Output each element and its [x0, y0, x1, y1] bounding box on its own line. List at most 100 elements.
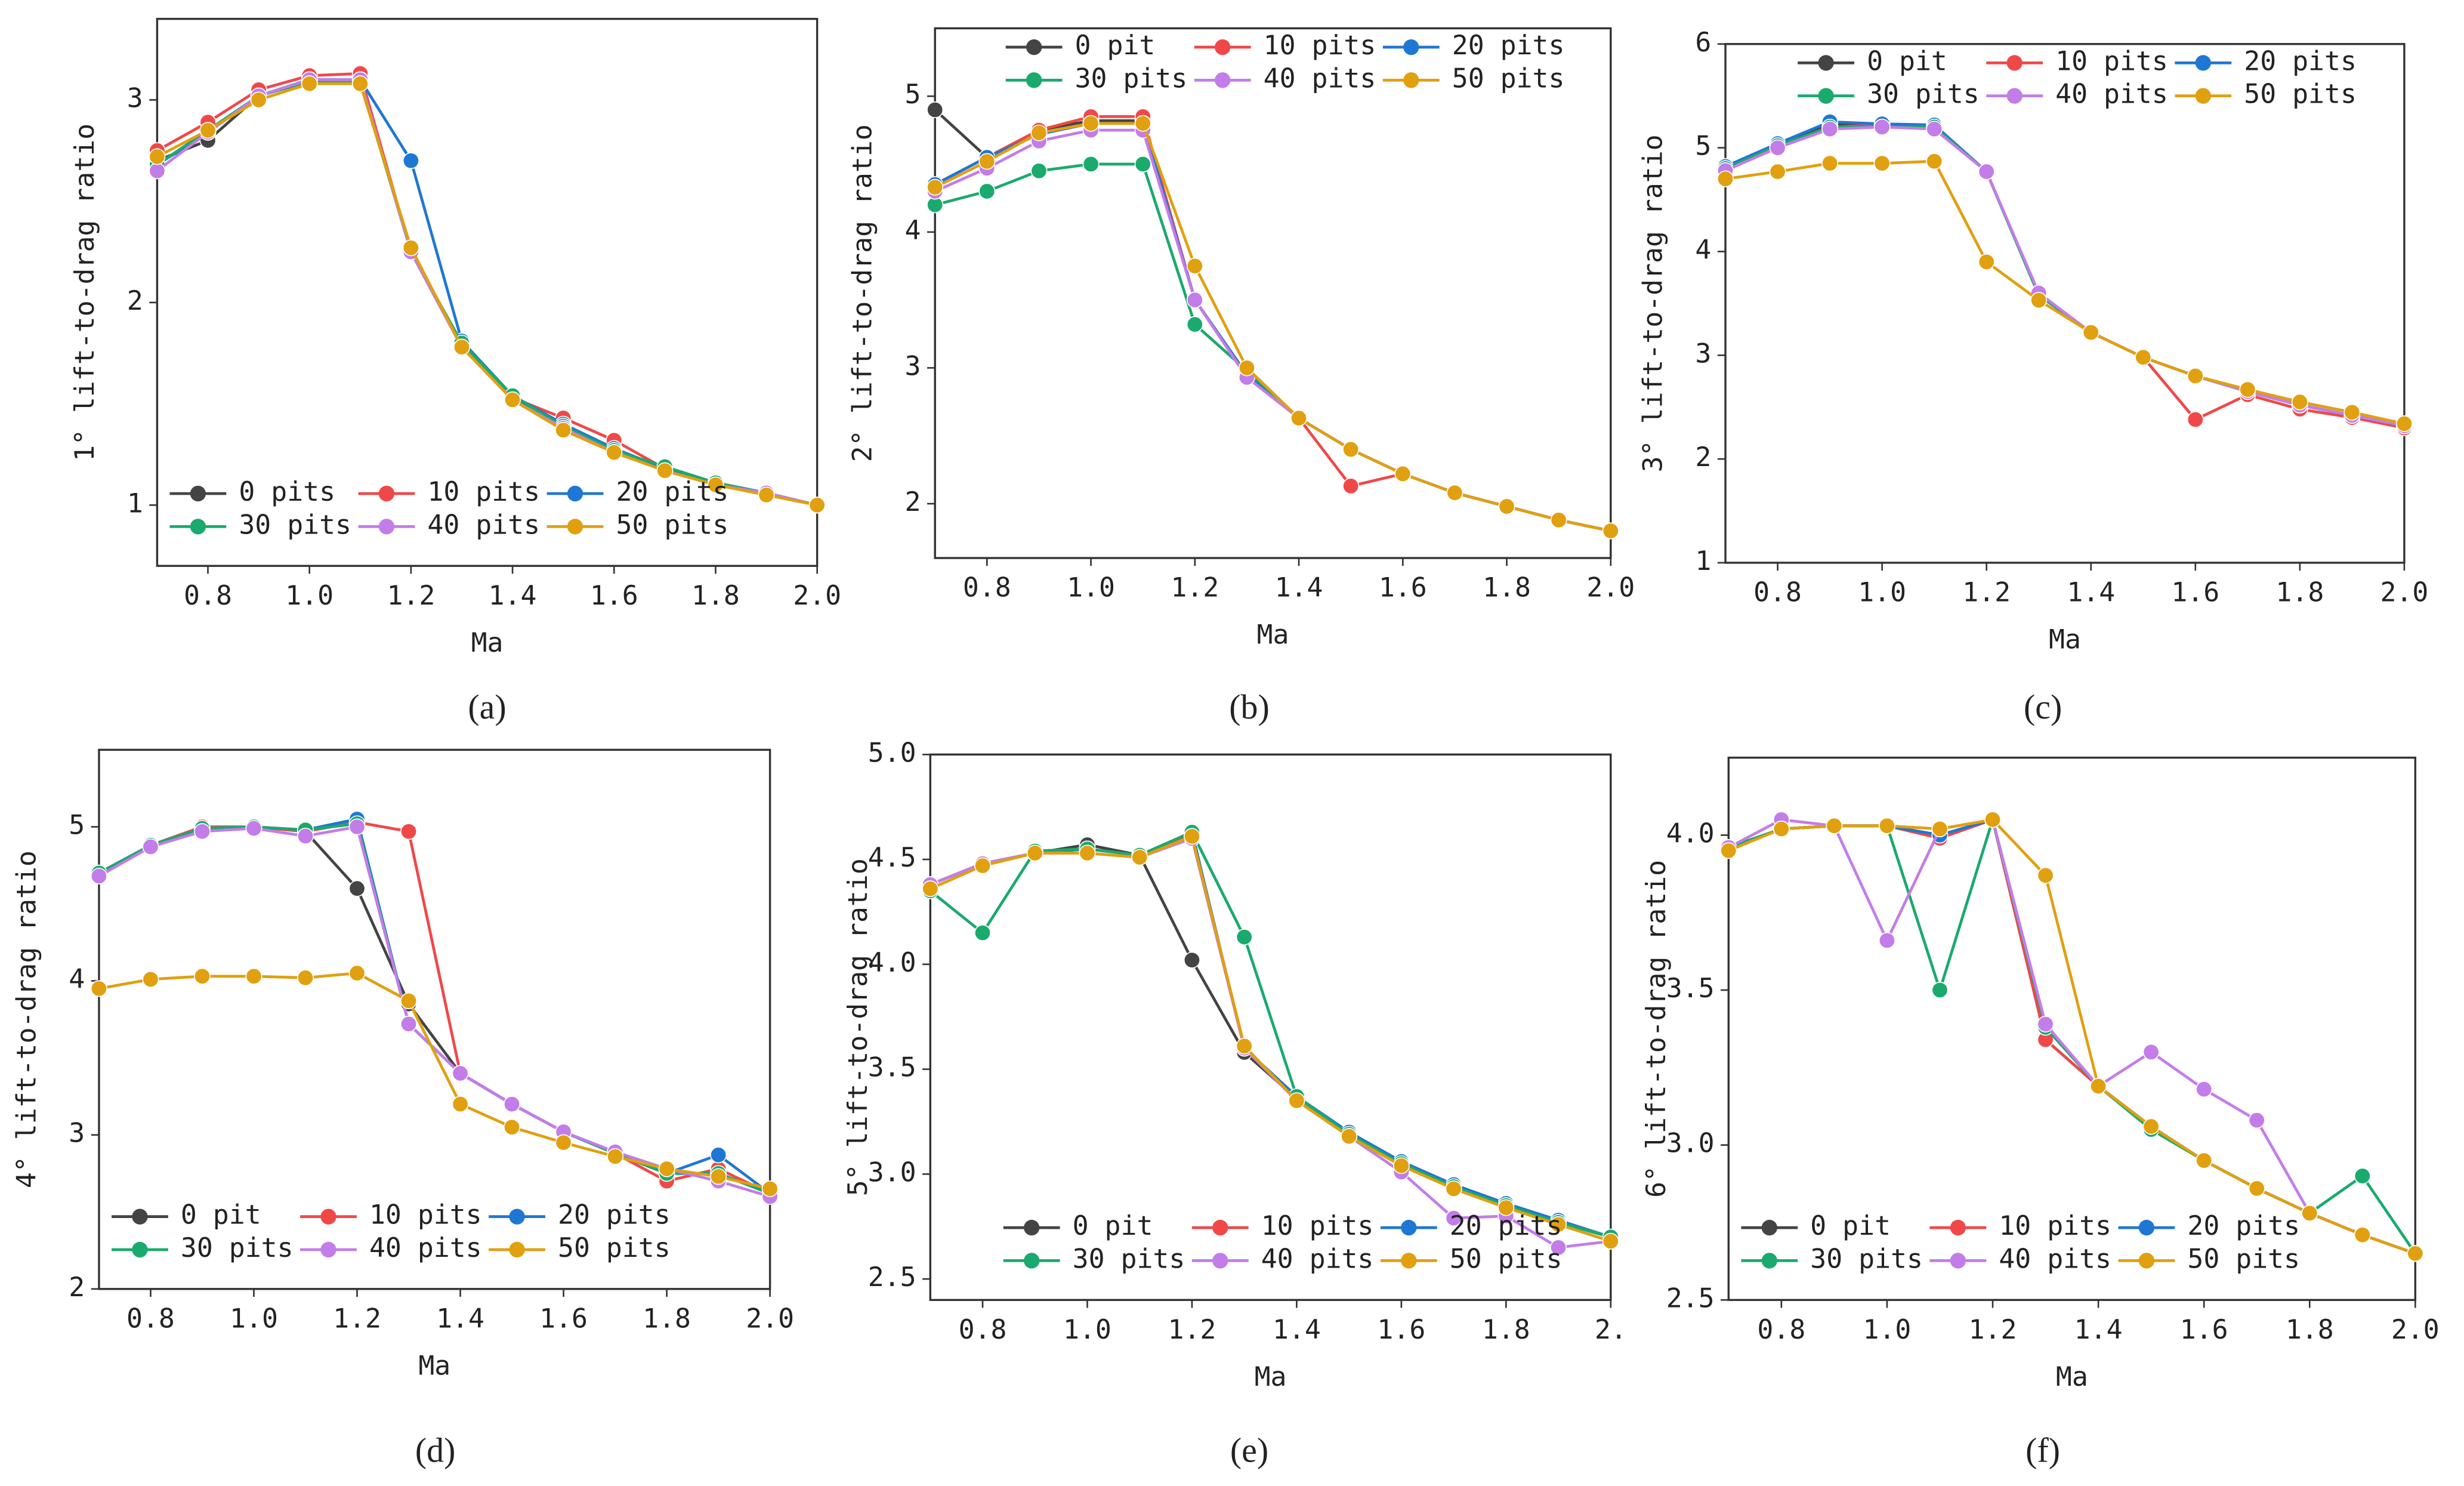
point-marker: [927, 178, 944, 196]
point-marker: [142, 971, 159, 988]
x-axis-label: Ma: [2049, 624, 2081, 655]
legend-marker: [509, 1208, 525, 1225]
legend-label: 10 pits: [1999, 1210, 2111, 1241]
series-line: [98, 817, 771, 1195]
x-tick-label: 2.0: [746, 1303, 794, 1334]
y-tick-label: 4.0: [1666, 817, 1715, 849]
point-marker: [761, 1180, 779, 1198]
panel: 0.8 1.0 1.2 1.4 1.6 1.8 2.0 1 2 3 Ma 1° lift-to-dra…: [69, 17, 841, 726]
legend-label: 40 pits: [427, 508, 540, 540]
legend-marker: [1950, 1253, 1966, 1269]
series-line: [98, 821, 771, 1195]
legend-marker: [509, 1241, 525, 1258]
y-tick-label: 4: [69, 963, 85, 995]
series-line: [930, 832, 1611, 1239]
point-marker: [2301, 1204, 2318, 1222]
point-marker: [348, 964, 366, 982]
point-marker: [90, 980, 107, 997]
y-tick-label: 2.5: [868, 1261, 916, 1293]
series-line: [1725, 125, 2405, 427]
point-marker: [504, 391, 521, 408]
x-tick-label: 1.8: [2286, 1314, 2334, 1345]
point-marker: [1550, 1239, 1567, 1256]
legend-marker: [190, 519, 206, 535]
legend-marker: [378, 519, 395, 535]
point-marker: [149, 162, 166, 180]
x-tick-label: 1.0: [285, 579, 334, 611]
x-tick-label: 1.6: [539, 1303, 588, 1334]
point-marker: [2354, 1167, 2371, 1185]
legend-label: 30 pits: [1867, 78, 1980, 110]
point-marker: [1931, 982, 1949, 998]
x-tick-label: 0.8: [1757, 1314, 1805, 1345]
y-tick-label: 5.0: [868, 736, 916, 768]
point-marker: [1445, 1210, 1462, 1227]
y-tick-label: 1: [1695, 545, 1711, 576]
legend-label: 10 pits: [369, 1199, 482, 1231]
x-tick-label: 1.2: [387, 579, 435, 611]
legend-marker: [1024, 1253, 1040, 1269]
legend-marker: [2006, 55, 2023, 71]
point-marker: [2030, 292, 2048, 309]
point-marker: [142, 838, 159, 855]
series-line: [156, 80, 818, 507]
plot-frame: [156, 17, 819, 567]
point-marker: [504, 1118, 521, 1136]
legend-label: 30 pits: [1075, 62, 1188, 94]
point-marker: [2248, 1112, 2265, 1129]
legend-marker: [567, 485, 583, 502]
point-marker: [297, 969, 314, 986]
point-marker: [1183, 951, 1200, 969]
y-axis-label: 3° lift-to-drag ratio: [1637, 134, 1669, 472]
x-tick-label: 1.2: [1962, 576, 2011, 608]
legend-marker: [1401, 1253, 1417, 1269]
point-marker: [1445, 1180, 1462, 1197]
x-tick-label: 1.2: [1171, 572, 1219, 603]
point-marker: [808, 497, 826, 514]
x-tick-label: 0.8: [126, 1303, 175, 1334]
point-marker: [149, 148, 166, 165]
x-tick-label: 0.8: [1753, 576, 1802, 608]
point-marker: [2354, 1226, 2371, 1244]
point-marker: [348, 880, 366, 897]
point-marker: [1030, 124, 1048, 141]
y-axis-label: 1° lift-to-drag ratio: [69, 124, 100, 461]
point-marker: [1717, 170, 1734, 187]
point-marker: [2135, 349, 2152, 366]
y-tick-label: 3: [1695, 337, 1711, 369]
point-marker: [2037, 867, 2054, 884]
x-tick-label: 0.8: [959, 1314, 1007, 1345]
point-marker: [1550, 1216, 1567, 1233]
panel-label: (d): [415, 1431, 456, 1470]
plot-frame: [1727, 756, 2417, 1301]
point-marker: [1602, 522, 1619, 539]
y-tick-label: 2.5: [1666, 1282, 1715, 1314]
plot-frame: [1724, 43, 2406, 564]
series-line: [156, 78, 818, 507]
y-tick-label: 5: [1695, 130, 1711, 162]
legend-label: 30 pits: [181, 1232, 294, 1263]
point-marker: [1288, 1092, 1305, 1109]
point-marker: [1821, 121, 1839, 138]
point-marker: [1026, 844, 1043, 862]
point-marker: [2187, 368, 2204, 385]
point-marker: [1238, 359, 1255, 377]
series-line: [98, 825, 771, 1195]
point-marker: [1978, 253, 1995, 270]
y-tick-label: 3: [69, 1117, 85, 1149]
point-marker: [1290, 409, 1308, 427]
legend-label: 50 pits: [2244, 78, 2357, 110]
legend-marker: [1818, 55, 1834, 71]
panel-label: (a): [468, 687, 506, 726]
legend-marker: [190, 485, 206, 502]
legend-marker: [320, 1208, 336, 1225]
x-axis-label: Ma: [1255, 1361, 1287, 1392]
point-marker: [402, 239, 419, 257]
x-tick-label: 1.0: [1863, 1314, 1912, 1345]
series-line: [98, 972, 771, 1191]
x-tick-label: 0.8: [963, 572, 1011, 603]
legend-marker: [2138, 1253, 2155, 1269]
legend-marker: [1403, 39, 1419, 56]
